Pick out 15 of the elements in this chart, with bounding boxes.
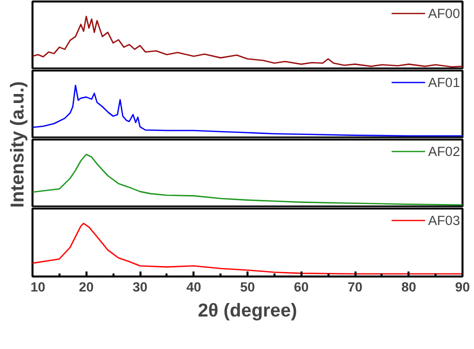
x-tick-label: 40: [186, 280, 202, 294]
x-tick-label: 70: [348, 280, 362, 294]
x-axis-title: 2θ (degree): [198, 300, 298, 320]
x-tick-label: 50: [240, 280, 255, 294]
legend-label: AF01: [428, 74, 460, 90]
x-tick-label: 80: [401, 280, 416, 294]
y-axis-title: Intensity (a.u.): [6, 81, 28, 208]
x-tick-label: 30: [132, 280, 148, 294]
x-tick-label: 20: [78, 280, 94, 294]
x-tick-label: 60: [294, 280, 309, 294]
x-tick-label: 90: [455, 280, 470, 294]
legend-label: AF02: [428, 144, 460, 158]
x-tick-label: 10: [30, 280, 46, 294]
legend-label: AF00: [428, 6, 460, 20]
legend-label: AF03: [428, 212, 460, 228]
